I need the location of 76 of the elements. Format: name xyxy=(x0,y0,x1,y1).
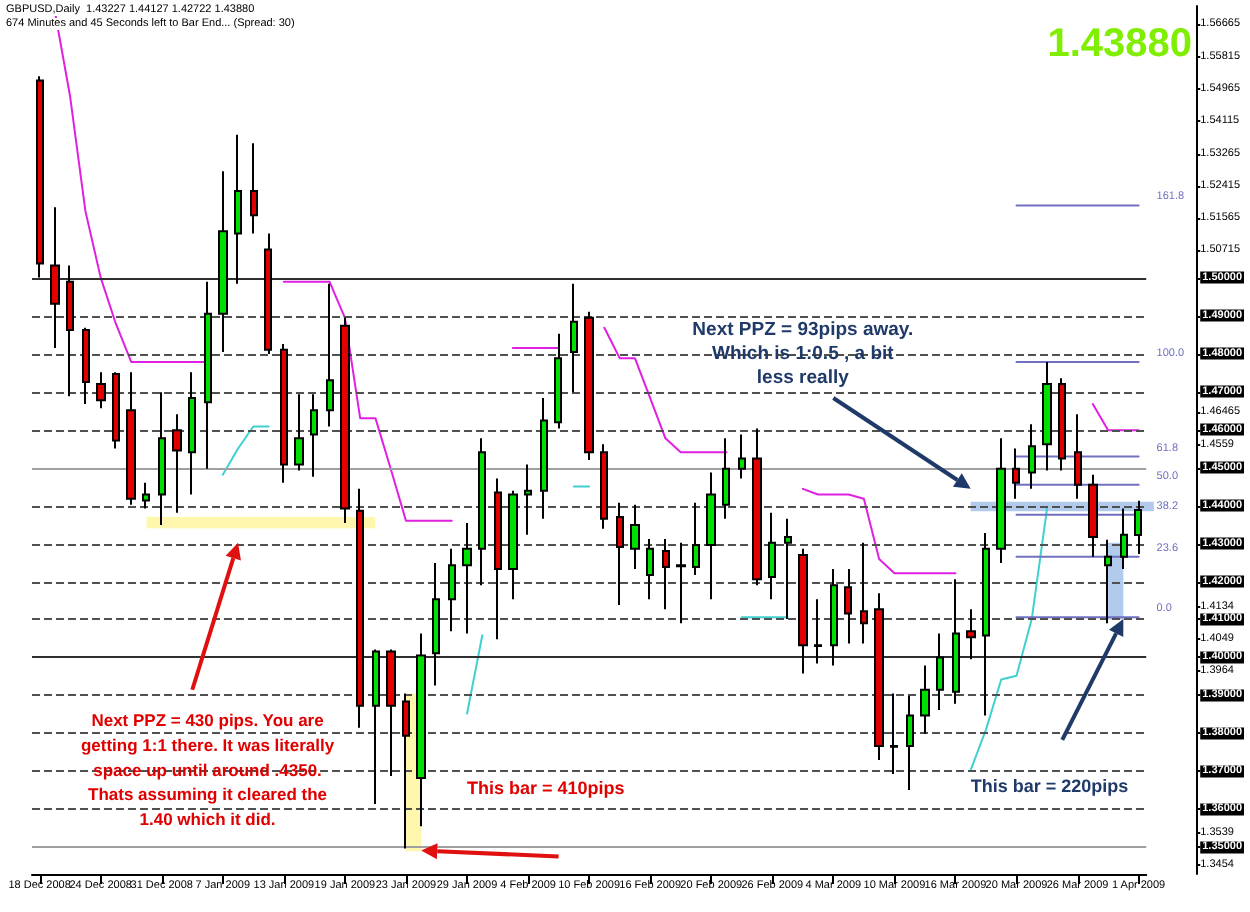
candlestick xyxy=(646,537,654,601)
candlestick xyxy=(96,371,106,410)
candlestick xyxy=(584,310,594,461)
candlestick xyxy=(752,427,762,587)
candlestick xyxy=(706,471,716,601)
candlestick xyxy=(50,206,60,349)
candlestick xyxy=(1074,413,1082,500)
candlestick xyxy=(554,332,562,430)
candlestick xyxy=(890,692,898,776)
candlestick xyxy=(402,692,410,850)
candlestick xyxy=(722,437,730,520)
candlestick xyxy=(630,503,640,570)
candlestick xyxy=(814,598,822,665)
candlestick xyxy=(494,477,502,641)
candlestick xyxy=(326,282,334,428)
candlestick xyxy=(112,371,120,450)
candlestick xyxy=(448,547,456,633)
candlestick xyxy=(66,264,74,398)
candlestick xyxy=(294,393,304,472)
candlestick xyxy=(478,437,486,587)
candlestick xyxy=(280,343,288,484)
candlestick xyxy=(1120,507,1128,570)
candlestick xyxy=(662,537,670,611)
candlestick xyxy=(234,133,242,285)
candlestick xyxy=(952,578,960,705)
candlestick xyxy=(372,648,380,806)
candlestick xyxy=(768,511,776,601)
candlestick xyxy=(920,664,930,735)
candlestick xyxy=(1134,499,1142,556)
candlestick xyxy=(860,541,868,645)
candlestick xyxy=(1028,423,1036,490)
candlestick xyxy=(906,694,914,792)
candlestick xyxy=(508,489,518,601)
candlestick xyxy=(1012,447,1020,500)
candlestick xyxy=(264,232,272,355)
candlestick xyxy=(784,517,792,621)
candlestick xyxy=(1058,377,1066,472)
candlestick xyxy=(250,142,258,235)
annotation: This bar = 220pips xyxy=(970,776,1129,797)
candlestick xyxy=(798,547,808,675)
candlestick xyxy=(416,632,426,828)
candlestick xyxy=(616,501,624,607)
candlestick xyxy=(996,437,1006,564)
candlestick xyxy=(188,371,196,496)
candlestick xyxy=(1088,473,1098,558)
candlestick xyxy=(462,522,472,635)
candlestick xyxy=(1104,538,1112,625)
annotation: 1.43880 xyxy=(1047,22,1192,66)
candlestick xyxy=(36,75,44,279)
candlestick xyxy=(340,316,350,524)
candlestick xyxy=(844,567,852,645)
candlestick xyxy=(874,592,884,762)
candlestick xyxy=(218,170,228,354)
candlestick xyxy=(158,391,166,526)
candlestick xyxy=(692,501,700,577)
candlestick xyxy=(310,393,318,478)
candlestick xyxy=(1042,360,1052,472)
candlestick xyxy=(738,433,746,480)
candlestick xyxy=(126,371,136,506)
candlestick xyxy=(82,326,90,406)
candlestick xyxy=(432,561,440,687)
annotation: This bar = 410pips xyxy=(467,777,625,798)
candlestick xyxy=(524,463,532,536)
candlestick xyxy=(982,531,990,717)
candlestick xyxy=(936,632,944,711)
candlestick xyxy=(966,608,976,661)
candlestick xyxy=(570,282,578,394)
candlestick xyxy=(830,567,838,667)
candlestick xyxy=(600,443,608,530)
candlestick xyxy=(204,280,212,470)
candlestick xyxy=(142,481,150,510)
candlestick xyxy=(540,397,548,520)
candlestick xyxy=(676,541,686,625)
candlestick xyxy=(356,487,364,729)
candlestick xyxy=(172,413,182,514)
candlestick xyxy=(386,648,396,777)
